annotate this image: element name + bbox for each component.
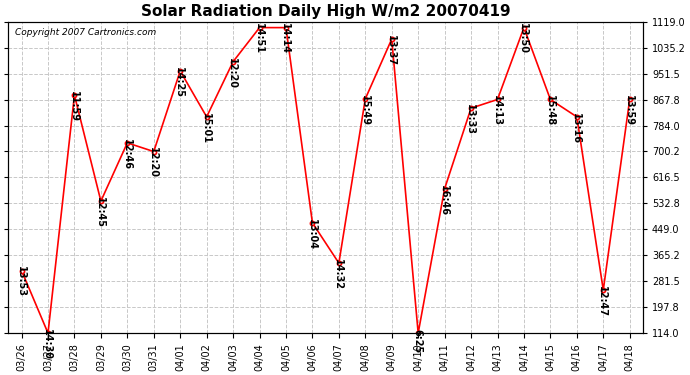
Text: 14:14: 14:14 [280,24,290,54]
Text: 11:59: 11:59 [68,91,79,122]
Text: 15:48: 15:48 [544,95,555,126]
Text: 13:37: 13:37 [386,35,396,66]
Text: 13:33: 13:33 [465,104,475,135]
Text: 13:50: 13:50 [518,24,528,54]
Text: 12:46: 12:46 [121,139,132,170]
Text: 14:32: 14:32 [333,259,343,290]
Text: 16:46: 16:46 [439,184,449,216]
Text: 13:04: 13:04 [306,219,317,250]
Text: 14:25: 14:25 [175,67,184,98]
Text: 15:49: 15:49 [359,95,369,126]
Text: 14:13: 14:13 [492,95,502,126]
Text: 12:20: 12:20 [148,147,158,178]
Text: 12:20: 12:20 [227,57,237,88]
Text: 13:53: 13:53 [16,266,26,297]
Text: 13:59: 13:59 [624,95,634,126]
Text: Copyright 2007 Cartronics.com: Copyright 2007 Cartronics.com [14,28,156,37]
Text: 14:30: 14:30 [42,329,52,360]
Title: Solar Radiation Daily High W/m2 20070419: Solar Radiation Daily High W/m2 20070419 [141,4,511,19]
Text: 6:25: 6:25 [413,329,422,353]
Text: 13:16: 13:16 [571,112,581,144]
Text: 12:45: 12:45 [95,197,105,228]
Text: 14:51: 14:51 [254,24,264,54]
Text: 15:01: 15:01 [201,112,211,144]
Text: 12:47: 12:47 [598,286,607,317]
